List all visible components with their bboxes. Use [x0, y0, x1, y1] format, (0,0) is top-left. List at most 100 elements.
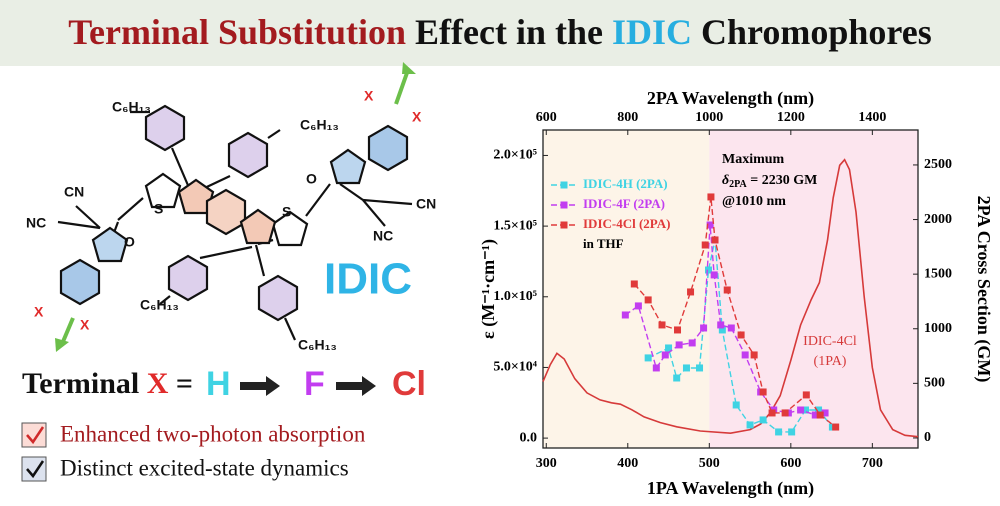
data-point	[741, 351, 749, 359]
data-point	[675, 341, 683, 349]
chem-label: X	[34, 304, 44, 320]
arrow	[394, 69, 410, 105]
terminal-part: =	[176, 367, 193, 400]
data-point	[811, 411, 819, 419]
chem-label: S	[282, 204, 291, 220]
arrow	[60, 317, 75, 345]
legend-swatch	[560, 201, 568, 209]
data-point	[746, 421, 754, 429]
data-point	[750, 351, 758, 359]
data-point	[644, 354, 652, 362]
five-ring	[91, 226, 129, 263]
y2-axis-label: 2PA Cross Section (GM)	[973, 196, 994, 383]
chem-label: O	[306, 171, 317, 187]
chem-label: CN	[416, 196, 436, 212]
five-ring	[239, 208, 277, 245]
chart: 300 400 500 600 700 600 800 1000 1200 1400 0.0 5.0×…	[478, 88, 994, 499]
x2-tick-label: 1400	[858, 110, 886, 125]
terminal-part: Terminal	[22, 367, 139, 400]
data-point	[732, 401, 740, 409]
data-point	[727, 324, 735, 332]
data-point	[621, 311, 629, 319]
data-point	[682, 364, 690, 372]
y-tick-label: 1.5×10⁵	[493, 218, 537, 233]
curve-label: IDIC-4Cl	[803, 334, 857, 349]
x2-tick-label: 600	[536, 110, 557, 125]
terminal-atom: Cl	[392, 365, 426, 403]
y2-tick-label: 0	[924, 430, 931, 445]
legend-label: IDIC-4Cl (2PA)	[583, 216, 671, 231]
annotation: Maximum	[722, 152, 785, 167]
data-point	[737, 331, 745, 339]
y2-tick-label: 2000	[924, 212, 952, 227]
chem-label: X	[412, 109, 422, 125]
x-tick-label: 400	[617, 456, 638, 471]
x2-tick-label: 800	[617, 110, 638, 125]
highlight: Distinct excited-state dynamics	[60, 455, 349, 480]
data-point	[658, 321, 666, 329]
data-point	[644, 296, 652, 304]
benzene-ring	[367, 124, 409, 172]
data-point	[802, 406, 809, 414]
arrow	[240, 376, 280, 396]
y-tick-label: 1.0×10⁵	[493, 289, 537, 304]
annotation-part: 2PA	[729, 179, 747, 190]
data-point	[700, 324, 708, 332]
title-part: Effect in the	[415, 12, 603, 52]
arrow-head	[402, 62, 416, 74]
x2-tick-label: 1000	[695, 110, 723, 125]
chem-label: NC	[26, 215, 46, 231]
arrow	[336, 376, 376, 396]
data-point	[704, 266, 712, 274]
data-point	[788, 428, 796, 436]
data-point	[673, 374, 681, 382]
data-point	[707, 193, 715, 201]
title-part: Chromophores	[701, 12, 932, 52]
highlight: Enhanced two-photon absorption	[60, 421, 366, 446]
terminal-atom: F	[304, 365, 325, 403]
y2-tick-label: 2500	[924, 157, 952, 172]
data-point	[711, 236, 719, 244]
data-point	[759, 416, 767, 424]
chem-label: O	[124, 234, 135, 250]
x-tick-label: 600	[780, 456, 801, 471]
phenyl-ring	[144, 104, 186, 152]
phenyl-ring	[257, 274, 299, 322]
data-point	[665, 344, 673, 352]
data-point	[706, 221, 714, 229]
data-point	[661, 351, 669, 359]
molecule-name: IDIC	[324, 255, 412, 304]
shaded-region	[543, 130, 710, 448]
chem-label: NC	[373, 228, 393, 244]
y-tick-label: 0.0	[520, 430, 538, 445]
data-point	[802, 391, 810, 399]
plot-frame	[542, 129, 919, 449]
y-tick-label: 5.0×10⁴	[493, 360, 537, 375]
data-point	[775, 428, 783, 436]
chem-label: S	[154, 201, 163, 217]
shaded-region	[709, 130, 918, 448]
y-axis-label: ε (M⁻¹·cm⁻¹)	[478, 239, 499, 339]
chem-label: C₆H₁₃	[298, 337, 337, 353]
annotation: @1010 nm	[722, 194, 786, 209]
data-point	[797, 406, 805, 414]
legend-note: in THF	[583, 236, 624, 251]
x2-tick-label: 1200	[777, 110, 805, 125]
phenyl-ring	[227, 131, 269, 179]
data-point	[816, 411, 824, 419]
molecule: C₆H₁₃ C₆H₁₃ C₆H₁₃ C₆H₁₃ CN NC CN NC O O …	[26, 62, 436, 353]
title-part: IDIC	[612, 12, 692, 52]
terminal-line: Terminal X =	[22, 367, 193, 400]
data-point	[674, 326, 682, 334]
legend-label: IDIC-4F (2PA)	[583, 196, 665, 211]
title-band	[0, 0, 1000, 66]
benzene-ring	[59, 258, 101, 306]
data-point	[815, 406, 823, 414]
chem-label: C₆H₁₃	[140, 297, 179, 313]
check-mark	[26, 426, 45, 445]
arrow-head	[55, 338, 69, 352]
check-mark	[26, 460, 45, 479]
data-point	[821, 409, 829, 417]
chem-label: C₆H₁₃	[300, 117, 339, 133]
data-point	[723, 286, 731, 294]
